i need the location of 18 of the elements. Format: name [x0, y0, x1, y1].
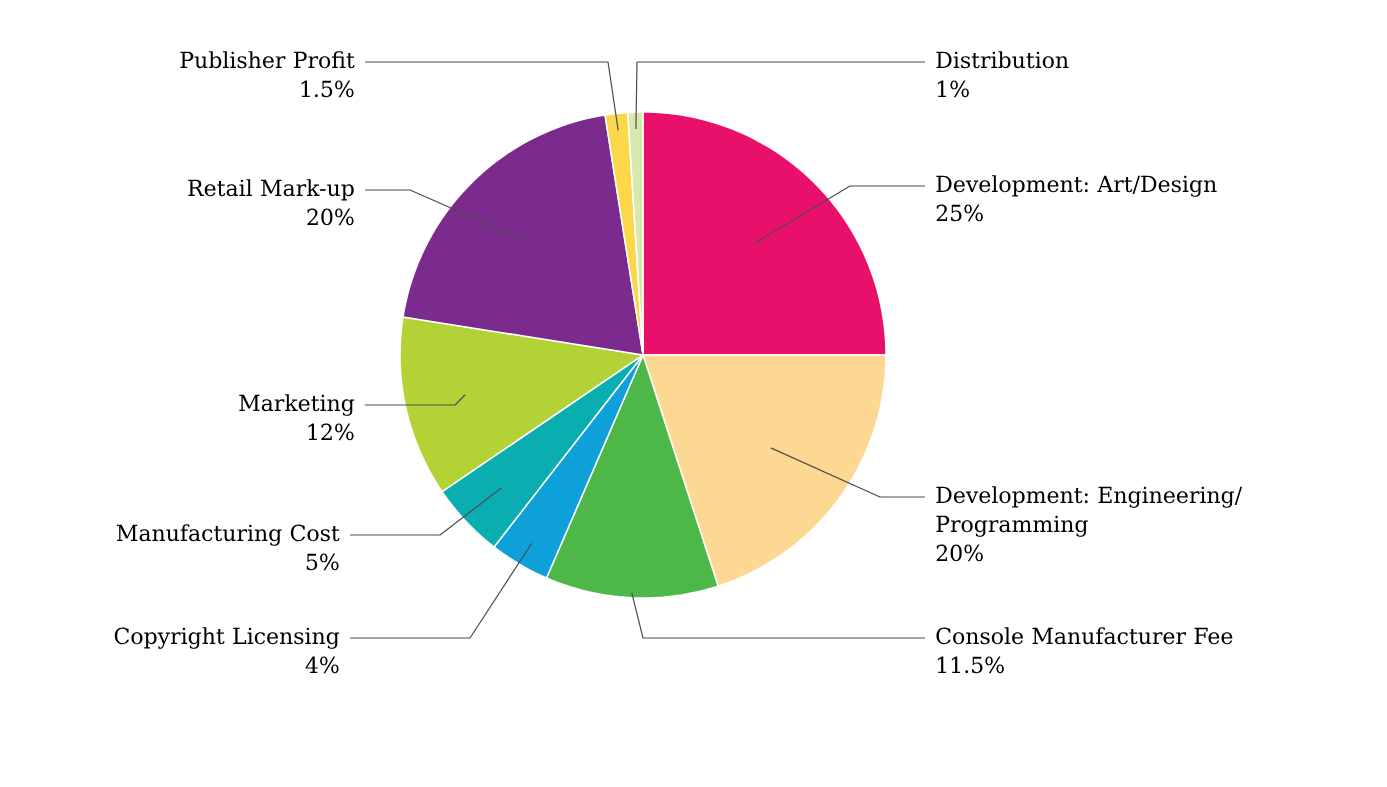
slice-label: Publisher Profit — [180, 51, 355, 69]
data-label: 4% — [305, 656, 339, 674]
slice-label: Distribution — [936, 51, 1069, 69]
data-label: 11.5% — [937, 656, 1004, 674]
slice-label: Marketing — [239, 394, 355, 416]
data-label: 5% — [306, 553, 339, 571]
data-label: 20% — [307, 208, 354, 226]
slice-label: Console Manufacturer Fee — [936, 627, 1233, 645]
data-label: 20% — [936, 544, 983, 562]
data-label: 25% — [936, 204, 983, 222]
slice-label: Development: Engineering/ Programming — [936, 486, 1243, 537]
slice-label: Retail Mark-up — [188, 179, 354, 201]
data-label: 12% — [308, 423, 354, 441]
slice-label: Copyright Licensing — [114, 627, 340, 649]
data-label: 1.5% — [301, 80, 354, 98]
slice-label: Manufacturing Cost — [116, 524, 340, 546]
slice-label: Development: Art/Design — [936, 175, 1217, 197]
data-label: 1% — [937, 80, 969, 98]
